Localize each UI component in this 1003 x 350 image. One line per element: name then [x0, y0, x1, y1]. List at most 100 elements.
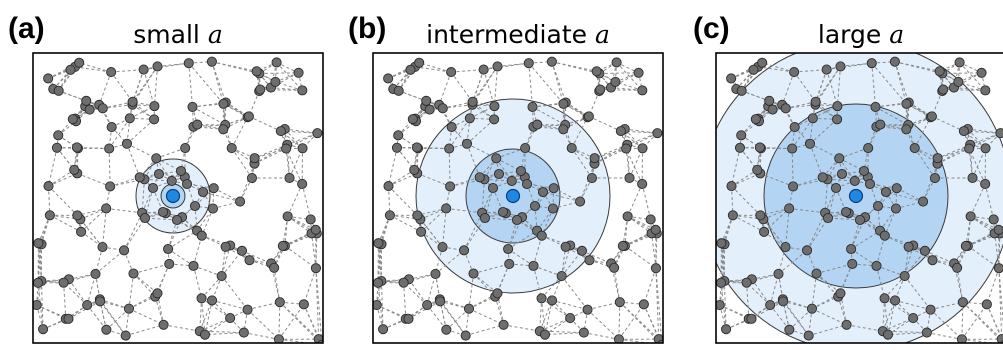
network-node	[206, 56, 217, 67]
network-node	[578, 327, 589, 338]
network-edge	[279, 301, 320, 340]
network-edge	[231, 116, 249, 149]
network-edge	[579, 163, 595, 202]
network-node	[925, 304, 936, 315]
network-edge	[303, 268, 317, 305]
network-node	[412, 210, 423, 221]
network-node	[903, 241, 914, 252]
network-edge	[80, 231, 103, 248]
network-node	[889, 56, 900, 67]
network-node	[84, 104, 95, 115]
network-edge	[922, 163, 938, 202]
network-edge	[481, 179, 485, 213]
network-edge	[931, 115, 965, 132]
network-edge	[816, 263, 853, 275]
network-node	[152, 288, 163, 299]
network-edge	[192, 106, 226, 126]
panel-c-title-var: a	[889, 20, 904, 49]
network-edge	[914, 147, 938, 159]
network-edge	[894, 275, 906, 301]
network-edge	[953, 62, 961, 88]
network-edge	[419, 62, 452, 73]
network-edge	[926, 332, 963, 340]
network-edge	[99, 301, 127, 336]
network-node	[163, 243, 174, 255]
network-edge	[526, 183, 536, 207]
network-edge	[211, 299, 248, 311]
panel-c-center	[848, 188, 864, 204]
network-node	[841, 319, 852, 330]
network-edge	[108, 148, 111, 187]
network-node	[575, 196, 586, 207]
network-edge	[284, 128, 303, 149]
network-node	[980, 143, 991, 154]
network-edge	[186, 183, 196, 207]
network-edge	[141, 179, 145, 213]
network-node	[780, 103, 791, 114]
network-node	[748, 64, 759, 75]
network-edge	[276, 62, 303, 91]
network-edge	[128, 273, 134, 309]
network-edge	[99, 299, 127, 336]
network-edge	[503, 324, 540, 332]
network-node	[871, 260, 882, 271]
network-node	[498, 319, 509, 330]
network-edge	[809, 118, 814, 144]
network-node	[506, 175, 517, 187]
network-edge	[439, 299, 467, 336]
network-edge	[759, 148, 762, 174]
network-edge	[791, 148, 794, 187]
network-edge	[561, 275, 588, 310]
network-edge	[984, 183, 995, 220]
network-node	[218, 98, 229, 109]
network-node	[716, 300, 725, 311]
network-edge	[534, 187, 555, 207]
network-edge	[959, 62, 982, 74]
network-node	[373, 277, 384, 288]
network-node	[123, 303, 135, 314]
network-edge	[126, 118, 155, 145]
network-node	[817, 172, 828, 183]
network-node	[901, 98, 912, 109]
network-edge	[655, 268, 663, 343]
network-node	[807, 113, 818, 124]
network-node	[952, 262, 963, 273]
network-edge	[809, 143, 824, 178]
network-node	[556, 271, 567, 282]
network-node	[270, 76, 281, 87]
network-node	[437, 103, 448, 114]
network-edge	[720, 243, 724, 283]
network-edge	[106, 207, 143, 214]
network-edge	[163, 324, 200, 332]
network-edge	[785, 208, 790, 248]
network-node	[995, 128, 1003, 139]
network-node	[242, 304, 253, 315]
network-node	[189, 200, 201, 212]
network-node	[378, 324, 389, 335]
network-edge	[123, 212, 143, 251]
network-edge	[757, 66, 795, 73]
network-node	[297, 178, 308, 190]
network-edge	[36, 280, 42, 306]
network-node	[901, 124, 912, 135]
network-node	[637, 85, 648, 96]
network-node	[821, 64, 832, 75]
network-node	[863, 143, 874, 154]
network-node	[890, 295, 901, 306]
network-edge	[528, 62, 564, 105]
network-edge	[930, 309, 963, 340]
network-edge	[869, 183, 879, 207]
network-node	[196, 293, 207, 304]
panel-b-nodes	[373, 56, 663, 343]
network-edge	[884, 297, 914, 319]
network-node	[750, 114, 761, 125]
network-node	[101, 203, 112, 214]
network-node	[255, 84, 266, 95]
network-edge	[438, 71, 452, 106]
network-node	[82, 299, 93, 311]
panel-b-center	[505, 188, 521, 204]
network-edge	[751, 300, 784, 320]
network-edge	[498, 173, 525, 178]
network-edge	[194, 187, 215, 207]
network-edge	[778, 249, 808, 275]
